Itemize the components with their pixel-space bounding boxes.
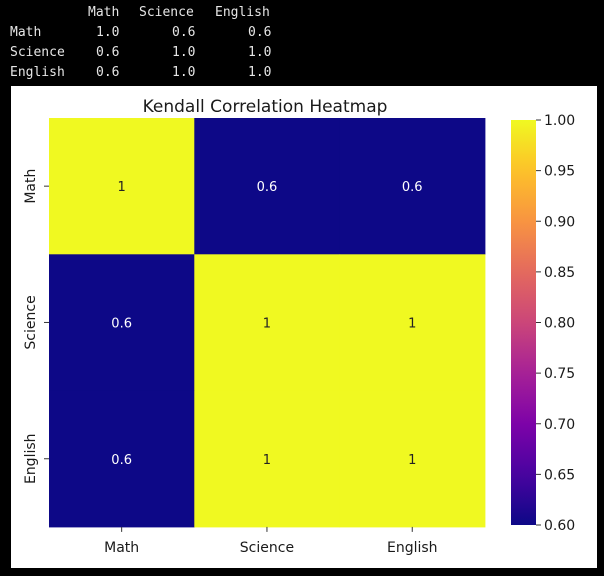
colorbar-tick-label: 0.85 [544,265,575,281]
colorbar-tick-label: 0.60 [544,518,575,534]
colorbar-tick-label: 0.75 [544,366,575,382]
x-axis: Math Science English [104,526,438,556]
y-tick-label: Math [23,169,39,204]
heatmap-cells [49,118,486,528]
console-value: 1.0 [172,45,196,60]
colorbar-tick-label: 1.00 [544,113,575,129]
heatmap-annotations: 1 0.6 0.6 0.6 1 1 0.6 1 1 [111,180,422,468]
console-col-header: Math [88,5,120,20]
colorbar-tick-label: 0.65 [544,467,575,483]
console-output: Math Science English Math 1.0 0.6 0.6 Sc… [0,0,604,86]
heatmap-cell [194,254,341,392]
chart-title: Kendall Correlation Heatmap [143,97,388,117]
cell-annotation: 0.6 [402,180,423,195]
console-value: 0.6 [96,45,120,60]
console-value: 0.6 [248,25,272,40]
console-header-row: Math Science English [0,5,604,23]
cell-annotation: 0.6 [111,453,132,468]
console-value: 0.6 [172,25,196,40]
console-value: 1.0 [172,65,196,80]
y-tick-label: Science [23,295,39,349]
heatmap-cell [339,254,486,392]
colorbar: 0.60 0.65 0.70 0.75 0.80 0.85 0.90 0.95 1.00 [511,113,575,534]
console-col-header: Science [139,5,194,20]
cell-annotation: 0.6 [257,180,278,195]
console-row: English 0.6 1.0 1.0 [0,65,604,83]
cell-annotation: 1 [118,180,126,195]
console-row: Math 1.0 0.6 0.6 [0,25,604,43]
console-value: 1.0 [248,65,272,80]
console-row-label: Math [10,25,42,40]
y-axis: Math Science English [23,169,49,484]
colorbar-gradient [511,120,536,525]
cell-annotation: 1 [263,453,271,468]
console-row: Science 0.6 1.0 1.0 [0,45,604,63]
console-row-label: English [10,65,65,80]
heatmap-cell [194,390,341,528]
heatmap-cell [49,254,195,392]
figure-canvas: Kendall Correlation Heatmap 1 0.6 0.6 0.6 1 1… [11,86,597,568]
cell-annotation: 1 [263,316,271,331]
colorbar-tick-label: 0.90 [544,214,575,230]
colorbar-tick-label: 0.80 [544,316,575,332]
heatmap-cell [339,118,486,255]
console-value: 1.0 [96,25,120,40]
heatmap-cell [194,118,341,255]
colorbar-tick-label: 0.95 [544,164,575,180]
x-tick-label: Math [104,540,139,556]
colorbar-tick-label: 0.70 [544,417,575,433]
console-value: 1.0 [248,45,272,60]
console-row-label: Science [10,45,65,60]
console-col-header: English [215,5,270,20]
heatmap-cell [49,118,195,255]
console-value: 0.6 [96,65,120,80]
heatmap-cell [49,390,195,528]
cell-annotation: 0.6 [111,316,132,331]
x-tick-label: English [387,540,438,556]
cell-annotation: 1 [408,453,416,468]
heatmap-chart: Kendall Correlation Heatmap 1 0.6 0.60.6 1 1… [23,97,575,556]
y-tick-label: English [23,433,39,484]
heatmap-cell [339,390,486,528]
x-tick-label: Science [240,540,294,556]
cell-annotation: 1 [408,316,416,331]
